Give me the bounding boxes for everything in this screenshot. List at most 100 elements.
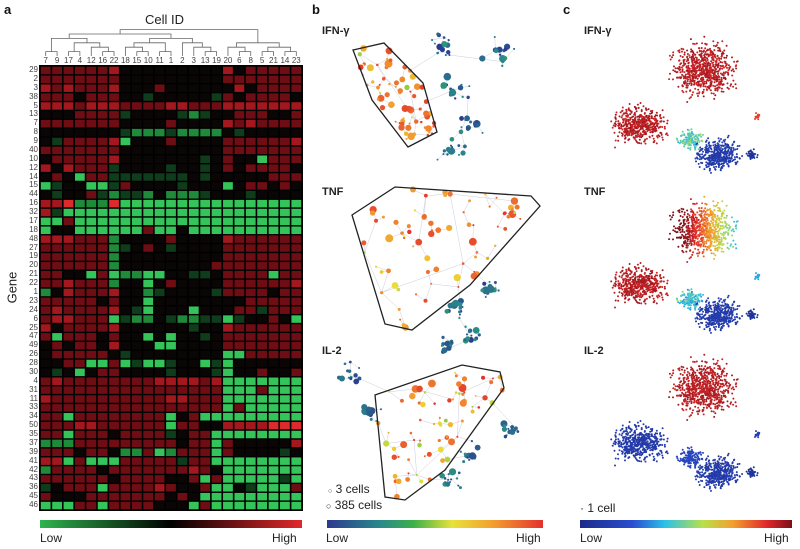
tsne-point	[704, 148, 707, 151]
tree-edge	[457, 421, 463, 437]
tsne-point	[756, 154, 759, 156]
heatmap-cell	[223, 262, 233, 270]
heatmap-cell	[131, 421, 142, 430]
heatmap-cell	[223, 111, 233, 119]
network-node	[432, 422, 436, 426]
network-node	[442, 36, 446, 39]
tsne-point	[655, 111, 658, 114]
heatmap-cell	[40, 235, 51, 243]
tsne-point	[638, 294, 641, 297]
tsne-point	[628, 263, 631, 265]
network-node	[480, 288, 484, 293]
heatmap-cell	[63, 475, 74, 483]
heatmap-cell	[280, 208, 290, 217]
heatmap-cell	[268, 404, 279, 412]
heatmap-cell	[74, 111, 85, 119]
tsne-point	[658, 286, 661, 289]
tsne-point	[690, 69, 693, 72]
tsne-point	[681, 85, 684, 88]
tsne-point	[709, 71, 712, 74]
tree-edge	[497, 212, 506, 227]
heatmap-cell	[245, 146, 256, 155]
heatmap-cell	[63, 279, 74, 288]
heatmap-cell	[234, 297, 245, 306]
tsne-point	[697, 88, 700, 91]
tsne-point	[705, 145, 708, 148]
tsne-point	[715, 63, 718, 66]
heatmap-cell	[280, 288, 290, 297]
tsne-point	[716, 142, 719, 145]
tsne-point	[648, 136, 651, 139]
heatmap-cell	[245, 217, 256, 226]
tsne-point	[701, 227, 704, 230]
heatmap-cell	[188, 217, 199, 226]
tsne-point	[672, 214, 675, 217]
heatmap-cell	[74, 244, 85, 252]
tsne-point	[724, 238, 727, 241]
tsne-point	[726, 157, 729, 159]
heatmap-cell	[177, 199, 188, 208]
tsne-point	[615, 271, 618, 274]
heatmap-cell	[86, 119, 97, 128]
heatmap-cell	[63, 377, 74, 385]
heatmap-cell	[97, 377, 108, 385]
tsne-point	[707, 53, 710, 56]
network-node	[418, 107, 422, 111]
tsne-point	[655, 121, 658, 124]
tsne-point	[698, 153, 701, 156]
tsne-point	[713, 66, 716, 69]
tsne-point	[647, 108, 650, 111]
heatmap-cell	[223, 386, 233, 394]
tsne-point	[649, 289, 651, 292]
tsne-point	[643, 117, 646, 120]
tsne-point	[716, 237, 719, 240]
tsne-point	[706, 224, 709, 227]
heatmap-cell	[109, 244, 119, 252]
heatmap-cell	[97, 191, 108, 199]
tsne-point	[701, 153, 704, 156]
heatmap-cell	[268, 84, 279, 92]
heatmap-cell	[177, 297, 188, 306]
tsne-point	[708, 224, 711, 227]
heatmap-cell	[131, 164, 142, 172]
heatmap-cell	[234, 208, 245, 217]
heatmap-cell	[74, 208, 85, 217]
tsne-point	[728, 154, 731, 156]
heatmap-cell	[109, 253, 119, 261]
tsne-point	[710, 148, 713, 151]
heatmap-cell	[188, 137, 199, 146]
heatmap-cell	[291, 253, 302, 261]
tsne-point	[749, 154, 752, 157]
tsne-point	[613, 122, 616, 125]
tsne-point	[756, 115, 759, 118]
tsne-point	[718, 67, 721, 70]
network-node	[405, 124, 412, 131]
tsne-point	[643, 272, 646, 275]
tsne-point	[726, 242, 729, 245]
tsne-point	[696, 157, 699, 160]
tsne-point	[713, 152, 716, 155]
heatmap-cell	[200, 226, 211, 235]
heatmap-cell	[291, 475, 302, 483]
tsne-point	[708, 158, 711, 161]
tsne-point	[688, 134, 691, 137]
tsne-point	[646, 287, 649, 290]
tsne-point	[646, 127, 649, 130]
tsne-point	[669, 232, 671, 235]
tsne-point	[660, 277, 663, 280]
tsne-point	[716, 80, 719, 82]
heatmap-cell	[234, 182, 245, 190]
heatmap-cell	[154, 208, 165, 217]
heatmap-cell	[280, 164, 290, 172]
tsne-point	[710, 163, 713, 166]
heatmap-cell	[86, 466, 97, 474]
heatmap-cell	[131, 253, 142, 261]
heatmap-cell	[86, 288, 97, 297]
heatmap-cell	[245, 377, 256, 385]
tsne-point	[706, 246, 709, 249]
network-node	[470, 334, 473, 337]
tsne-point	[703, 221, 706, 224]
heatmap-cell	[211, 173, 222, 181]
network-node	[442, 149, 446, 153]
tsne-point	[678, 225, 681, 228]
